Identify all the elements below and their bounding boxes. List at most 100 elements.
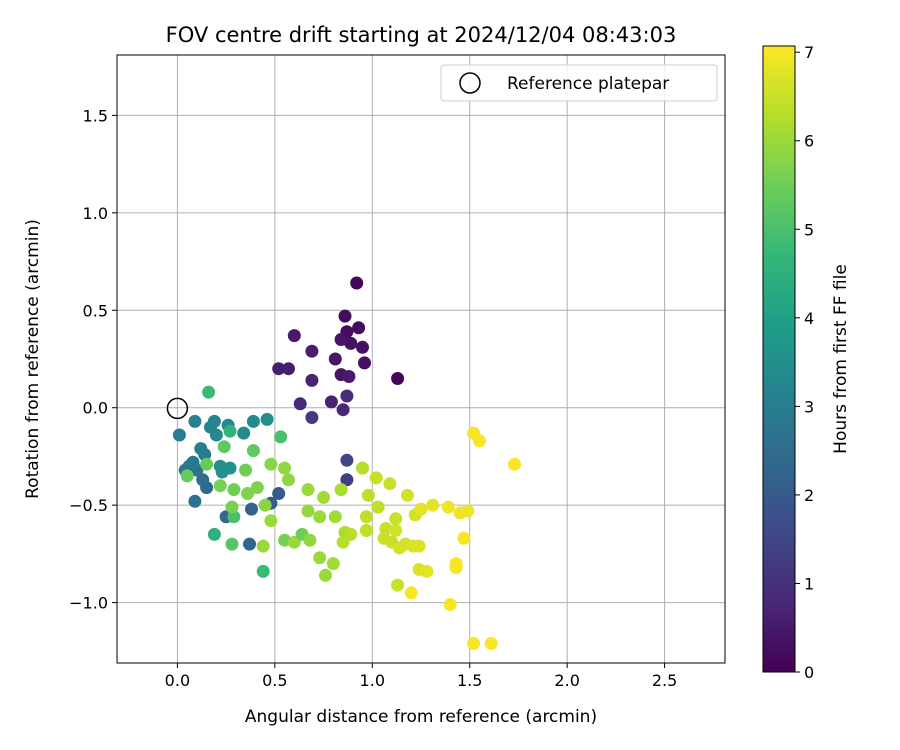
scatter-point bbox=[484, 637, 498, 650]
scatter-point bbox=[350, 276, 364, 290]
y-tick-label: 1.5 bbox=[83, 106, 108, 125]
scatter-point bbox=[241, 487, 255, 500]
scatter-point bbox=[243, 537, 256, 551]
scatter-point bbox=[340, 453, 354, 467]
scatter-point bbox=[317, 490, 331, 504]
scatter-point bbox=[441, 500, 455, 514]
scatter-point bbox=[264, 514, 278, 528]
y-axis-label: Rotation from reference (arcmin) bbox=[23, 219, 43, 499]
legend-marker-reference bbox=[459, 72, 481, 94]
scatter-point bbox=[356, 340, 369, 354]
colorbar-tick-label: 0 bbox=[804, 663, 814, 682]
scatter-point bbox=[278, 533, 292, 547]
scatter-point bbox=[303, 533, 317, 547]
scatter-point bbox=[217, 440, 231, 454]
colorbar-tick-label: 4 bbox=[804, 309, 814, 328]
scatter-point bbox=[420, 564, 434, 578]
x-tick-label: 0.5 bbox=[262, 671, 287, 690]
scatter-point bbox=[180, 469, 194, 483]
scatter-point bbox=[334, 483, 348, 497]
scatter-point bbox=[194, 442, 208, 456]
y-tick-label: 0.5 bbox=[83, 301, 108, 320]
scatter-point bbox=[508, 457, 521, 471]
scatter-point bbox=[412, 539, 426, 553]
plot-frame bbox=[116, 54, 726, 664]
scatter-point bbox=[282, 362, 295, 376]
scatter-point bbox=[338, 309, 352, 323]
scatter-point bbox=[245, 502, 258, 516]
scatter-point bbox=[186, 455, 200, 469]
scatter-point bbox=[246, 444, 260, 458]
x-tick-label: 2.5 bbox=[652, 671, 677, 690]
scatter-point bbox=[389, 512, 403, 526]
scatter-point bbox=[287, 329, 301, 343]
scatter-point bbox=[172, 428, 186, 442]
scatter-point bbox=[391, 578, 405, 592]
scatter-point bbox=[282, 473, 295, 487]
x-axis-label: Angular distance from reference (arcmin) bbox=[245, 707, 597, 727]
scatter-point bbox=[359, 510, 373, 524]
colorbar-tick-label: 2 bbox=[804, 486, 814, 505]
scatter-point bbox=[457, 531, 471, 545]
x-tick-label: 2.0 bbox=[554, 671, 579, 690]
legend-label-reference: Reference platepar bbox=[507, 74, 669, 94]
scatter-point bbox=[213, 479, 227, 493]
reference-point-marker bbox=[166, 397, 189, 420]
y-tick-label: −0.5 bbox=[69, 496, 108, 515]
scatter-point bbox=[196, 473, 210, 487]
scatter-point bbox=[256, 564, 270, 578]
x-axis-ticks: 0.0 0.5 1.0 1.5 2.0 2.5 bbox=[165, 663, 677, 690]
scatter-point bbox=[301, 483, 315, 497]
scatter-point bbox=[202, 385, 216, 399]
scatter-point bbox=[358, 356, 371, 370]
scatter-point bbox=[359, 524, 373, 537]
colorbar-tick-label: 1 bbox=[804, 574, 814, 593]
scatter-point bbox=[301, 504, 315, 518]
scatter-point bbox=[207, 414, 221, 428]
scatter-point bbox=[379, 522, 393, 535]
colorbar bbox=[762, 45, 796, 673]
data-points bbox=[172, 276, 521, 650]
y-tick-label: 0.0 bbox=[83, 399, 108, 418]
scatter-point bbox=[336, 403, 350, 417]
x-tick-label: 0.0 bbox=[165, 671, 190, 690]
legend: Reference platepar bbox=[440, 64, 718, 102]
chart-title: FOV centre drift starting at 2024/12/04 … bbox=[166, 23, 677, 47]
scatter-point bbox=[371, 500, 385, 514]
scatter-point bbox=[391, 372, 405, 385]
scatter-point bbox=[239, 463, 253, 477]
scatter-point bbox=[369, 471, 383, 485]
scatter-point bbox=[340, 389, 354, 403]
scatter-point bbox=[449, 561, 463, 574]
y-tick-label: 1.0 bbox=[83, 204, 108, 223]
scatter-point bbox=[326, 557, 340, 571]
scatter-point bbox=[227, 483, 241, 497]
colorbar-tick-label: 6 bbox=[804, 132, 814, 151]
scatter-point bbox=[200, 457, 214, 471]
scatter-point bbox=[264, 457, 278, 471]
y-tick-label: −1.0 bbox=[69, 594, 108, 613]
scatter-point bbox=[319, 568, 332, 582]
scatter-point bbox=[272, 487, 286, 500]
scatter-point bbox=[342, 370, 356, 383]
scatter-point bbox=[260, 412, 274, 426]
scatter-point bbox=[426, 498, 440, 512]
scatter-point bbox=[340, 473, 354, 487]
scatter-point bbox=[258, 498, 272, 512]
scatter-point bbox=[188, 414, 202, 428]
scatter-point bbox=[207, 527, 221, 541]
scatter-point bbox=[313, 551, 327, 565]
scatter-point bbox=[188, 494, 202, 508]
scatter-point bbox=[305, 373, 319, 387]
scatter-point bbox=[352, 321, 366, 335]
scatter-point bbox=[356, 461, 369, 475]
colorbar-tick-label: 5 bbox=[804, 220, 814, 239]
scatter-point bbox=[256, 539, 270, 553]
scatter-point bbox=[237, 426, 251, 440]
scatter-point bbox=[404, 586, 418, 600]
scatter-point bbox=[383, 477, 397, 491]
scatter-point bbox=[305, 411, 319, 424]
scatter-point bbox=[225, 537, 239, 551]
scatter-point bbox=[227, 510, 241, 524]
